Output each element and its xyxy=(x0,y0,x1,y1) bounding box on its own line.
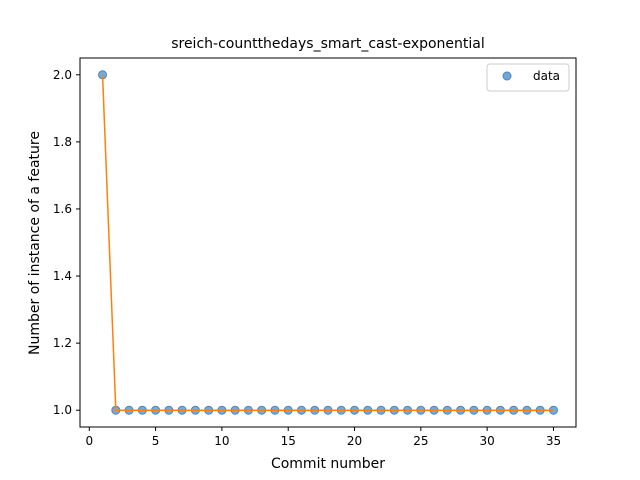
legend-label: data xyxy=(533,69,560,83)
x-axis-label: Commit number xyxy=(271,456,385,472)
legend: data xyxy=(486,63,570,92)
y-tick-label: 1.4 xyxy=(53,269,72,283)
plot-frame xyxy=(79,57,577,428)
x-tick-label: 35 xyxy=(546,434,561,448)
x-tick-label: 15 xyxy=(281,434,296,448)
x-tick-label: 5 xyxy=(152,434,160,448)
x-tick-label: 30 xyxy=(480,434,495,448)
y-tick-label: 1.2 xyxy=(53,336,72,350)
ticks-layer: 0 5 10 15 20 25 30 35 1.0 1.2 1.4 1.6 1.8 2.0 xyxy=(53,68,561,448)
y-tick-label: 1.0 xyxy=(53,403,72,417)
fit-line xyxy=(101,74,554,411)
y-tick-label: 2.0 xyxy=(53,68,72,82)
y-tick-label: 1.8 xyxy=(53,135,72,149)
series-layer xyxy=(98,70,558,415)
y-tick-label: 1.6 xyxy=(53,202,72,216)
x-tick-label: 0 xyxy=(85,434,93,448)
legend-box xyxy=(486,63,570,92)
x-tick-label: 20 xyxy=(347,434,362,448)
plot-area xyxy=(80,58,576,427)
x-tick-label: 10 xyxy=(214,434,229,448)
y-axis-label: Number of instance of a feature xyxy=(27,131,43,355)
chart-title: sreich-countthedays_smart_cast-exponenti… xyxy=(171,36,485,52)
legend-marker xyxy=(502,71,512,81)
x-tick-label: 25 xyxy=(413,434,428,448)
